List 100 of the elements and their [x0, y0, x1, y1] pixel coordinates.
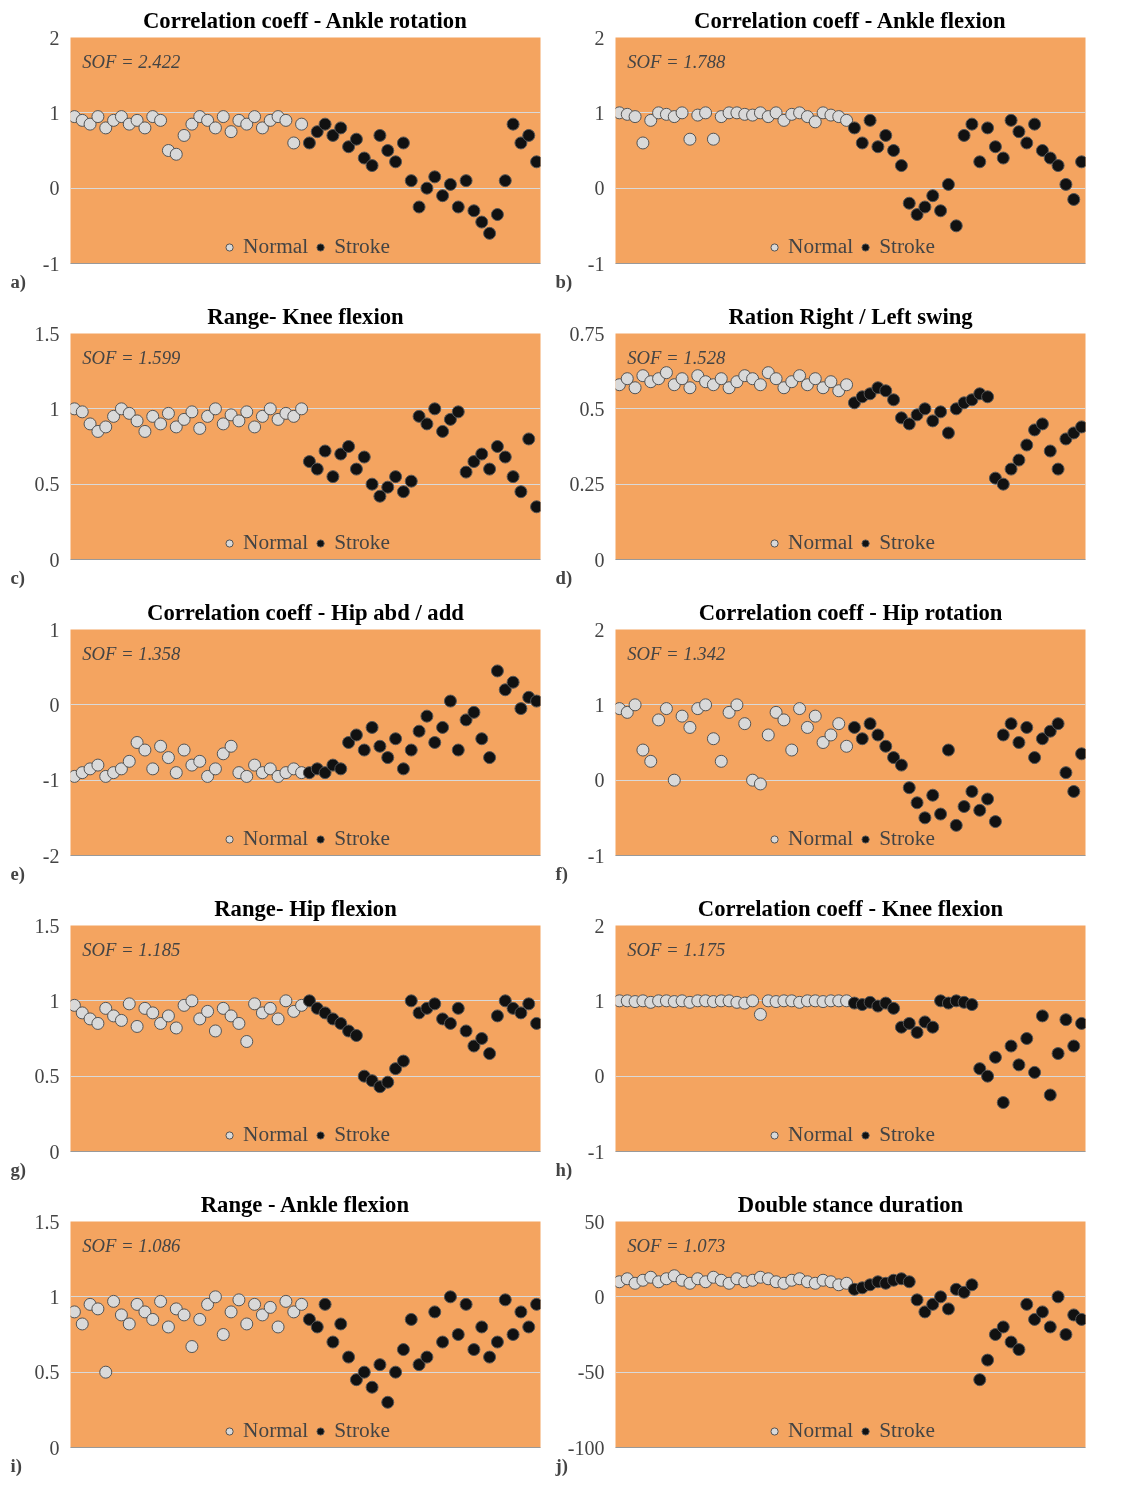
point — [683, 720, 697, 734]
point — [248, 110, 262, 124]
point — [1043, 1088, 1057, 1102]
point — [114, 1308, 128, 1322]
legend-label: Normal — [788, 1122, 854, 1147]
point — [941, 426, 955, 440]
point — [263, 1300, 277, 1314]
y-tick-label: 50 — [584, 1210, 605, 1233]
point — [894, 159, 908, 173]
point — [706, 732, 720, 746]
point — [428, 1305, 442, 1319]
point — [1051, 1047, 1065, 1061]
point — [1035, 417, 1049, 431]
point — [201, 769, 215, 783]
point — [1004, 1039, 1018, 1053]
point — [738, 717, 752, 731]
point — [769, 106, 783, 120]
y-tick-label: 1 — [49, 101, 60, 124]
point — [1059, 766, 1073, 780]
y-tick-label: 0 — [49, 1140, 60, 1163]
annotation: SOF = 1.788 — [627, 51, 727, 73]
annotation: SOF = 1.599 — [82, 347, 182, 369]
point — [808, 372, 822, 386]
point — [334, 447, 348, 461]
point — [1067, 1039, 1081, 1053]
point — [138, 1305, 152, 1319]
legend-label: Stroke — [879, 1122, 935, 1147]
point — [887, 144, 901, 157]
point — [451, 743, 465, 757]
point — [1004, 717, 1018, 731]
point — [271, 1320, 285, 1334]
point — [628, 381, 642, 395]
point — [443, 177, 457, 191]
y-tick-label: 2 — [49, 26, 60, 49]
y-tick-label: -50 — [577, 1361, 605, 1384]
point — [1051, 159, 1065, 173]
point — [161, 751, 175, 765]
y-tick-label: 0.75 — [569, 322, 605, 345]
point — [185, 405, 199, 419]
y-tick-label: 1.5 — [34, 914, 60, 937]
point — [216, 747, 230, 761]
point — [522, 432, 536, 446]
chart-title: Correlation coeff - Knee flexion — [697, 895, 1004, 921]
point — [918, 200, 932, 214]
chart-title: Correlation coeff - Ankle rotation — [142, 7, 468, 33]
point — [349, 462, 363, 476]
point — [208, 762, 222, 776]
point — [675, 709, 689, 723]
point — [443, 412, 457, 426]
point — [91, 1016, 105, 1030]
point — [240, 1317, 254, 1331]
y-tick-label: 1 — [49, 397, 60, 420]
point — [334, 1016, 348, 1030]
point — [996, 1320, 1010, 1334]
point — [318, 1297, 332, 1311]
point — [318, 444, 332, 458]
point — [404, 743, 418, 757]
point — [349, 728, 363, 742]
text: d) — [555, 566, 573, 589]
point — [965, 1278, 979, 1292]
point — [988, 140, 1002, 154]
point — [902, 1275, 916, 1289]
point — [154, 739, 168, 753]
y-tick-label: 1.5 — [34, 1210, 60, 1233]
point — [1043, 724, 1057, 738]
point — [620, 705, 634, 719]
point — [287, 1305, 301, 1319]
point — [349, 132, 363, 146]
text: i) — [10, 1454, 22, 1477]
point — [490, 1009, 504, 1023]
point — [699, 698, 713, 712]
point — [349, 1373, 363, 1387]
point — [683, 381, 697, 395]
point — [498, 994, 512, 1008]
point — [279, 113, 293, 127]
y-tick-label: 0.5 — [34, 473, 60, 496]
point — [193, 421, 207, 435]
point — [420, 417, 434, 431]
point — [965, 117, 979, 131]
point — [1028, 1312, 1042, 1326]
point — [381, 144, 395, 157]
point — [840, 378, 854, 392]
point — [232, 1293, 246, 1307]
point — [777, 713, 791, 727]
point — [506, 675, 520, 689]
point — [255, 1308, 269, 1322]
point — [185, 1340, 199, 1354]
point — [193, 1312, 207, 1326]
point — [840, 739, 854, 753]
point — [706, 132, 720, 146]
point — [800, 378, 814, 392]
point — [659, 366, 673, 380]
point — [981, 1353, 995, 1367]
point — [871, 140, 885, 154]
point — [443, 694, 457, 708]
point — [114, 1013, 128, 1027]
point — [620, 372, 634, 386]
point — [138, 424, 152, 438]
point — [483, 751, 497, 765]
text: g) — [10, 1158, 27, 1181]
